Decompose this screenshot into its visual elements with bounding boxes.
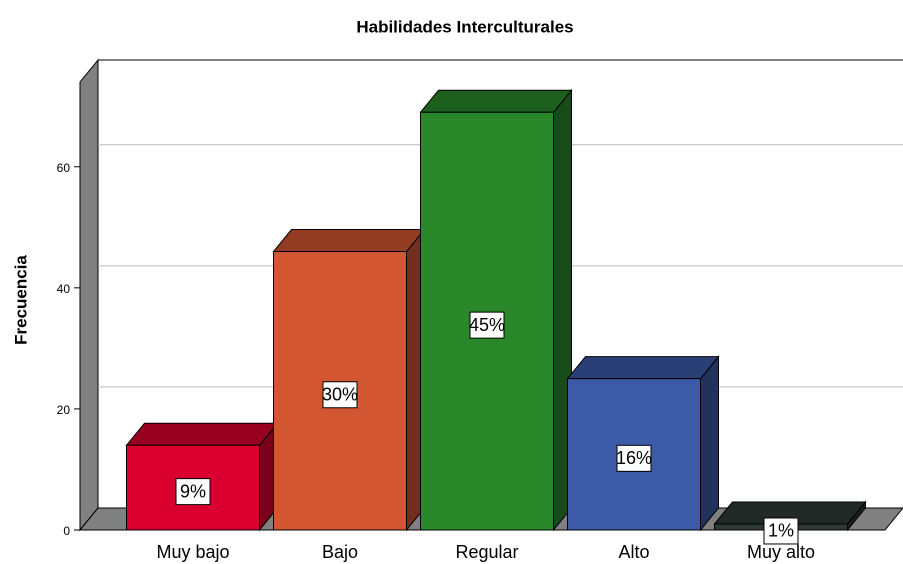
y-tick-label: 60: [57, 161, 71, 175]
y-tick-label: 40: [57, 282, 71, 296]
data-label: 30%: [322, 385, 358, 405]
data-label-box: [616, 444, 652, 472]
data-label: 1%: [768, 521, 794, 541]
chart-title: Habilidades Interculturales: [356, 17, 573, 36]
left-wall: [79, 58, 99, 532]
x-tick-label: Alto: [618, 542, 649, 562]
data-label-box: [763, 517, 799, 545]
x-tick-label: Bajo: [322, 542, 358, 562]
bar-side: [700, 355, 719, 532]
y-axis-label: Frecuencia: [11, 255, 30, 345]
data-label-box: [322, 381, 358, 409]
data-label: 16%: [616, 448, 652, 468]
bar-top: [125, 422, 279, 446]
bar-top: [272, 229, 426, 253]
data-label-box: [175, 478, 211, 506]
y-tick-label: 20: [57, 403, 71, 417]
data-label-box: [469, 311, 505, 339]
x-tick-label: Regular: [455, 542, 518, 562]
data-label: 9%: [180, 481, 206, 501]
data-label: 45%: [469, 315, 505, 335]
y-tick-label: 0: [63, 524, 70, 538]
bar-top: [419, 89, 573, 113]
x-tick-label: Muy alto: [747, 542, 815, 562]
x-tick-label: Muy bajo: [156, 542, 229, 562]
bar-top: [566, 356, 720, 380]
